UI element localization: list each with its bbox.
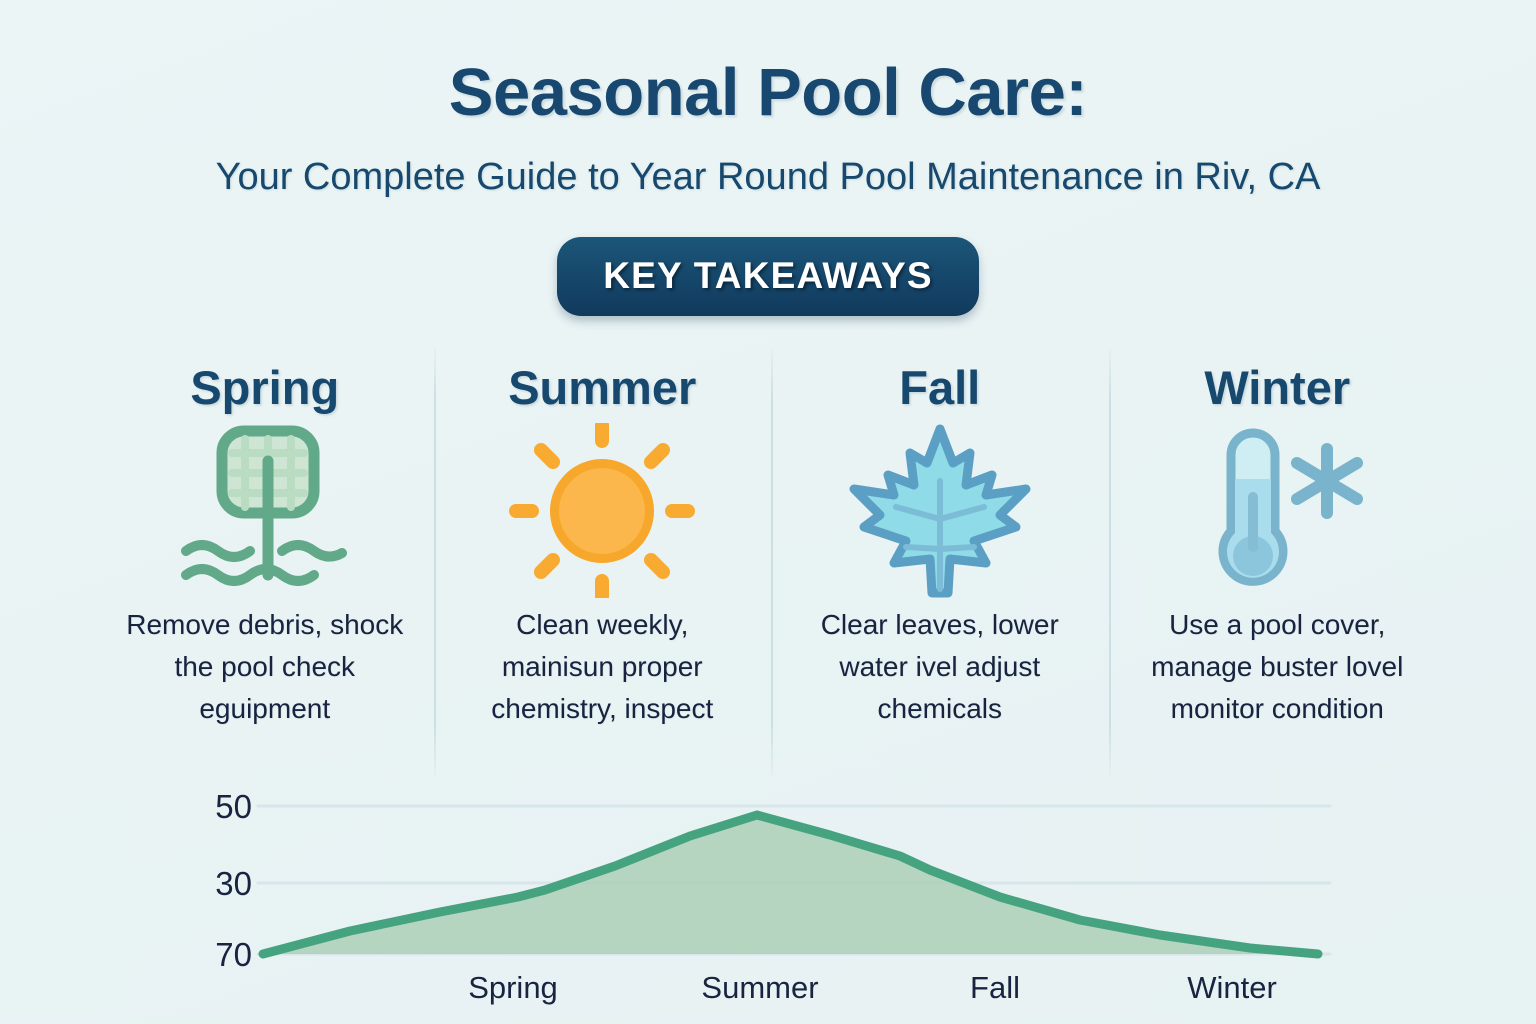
chart-ytick-0: 50 (215, 788, 252, 825)
maple-leaf-icon (840, 423, 1040, 598)
season-description-spring: Remove debris, shock the pool check egui… (126, 609, 404, 724)
season-column-winter: Winter Use a pool cover, manage bus (1108, 348, 1447, 776)
seasonal-activity-chart: 50 30 70 Spring Summer Fall Winter (0, 780, 1536, 1024)
chart-xtick-1: Summer (701, 970, 818, 1005)
page-title: Seasonal Pool Care: (448, 55, 1088, 130)
thermometer-snowflake-icon (1177, 423, 1377, 598)
pool-skimmer-net-icon (170, 423, 360, 598)
season-columns: Spring (96, 348, 1446, 776)
season-title-spring: Spring (190, 361, 340, 414)
chart-ytick-2: 70 (215, 936, 252, 973)
key-takeaways-badge-container: KEY TAKEAWAYS (0, 237, 1536, 316)
season-column-spring: Spring (96, 348, 434, 776)
season-description-winter: Use a pool cover, manage buster lovel mo… (1151, 609, 1404, 724)
key-takeaways-badge: KEY TAKEAWAYS (557, 237, 979, 316)
season-title-summer: Summer (508, 361, 697, 414)
page-subtitle: Your Complete Guide to Year Round Pool M… (215, 156, 1321, 198)
season-title-winter: Winter (1204, 361, 1351, 414)
season-column-summer: Summer Clean w (433, 348, 772, 776)
chart-area-fill (263, 815, 1318, 954)
season-description-summer: Clean weekly, mainisun proper chemistry,… (491, 609, 714, 724)
chart-xtick-2: Fall (970, 970, 1020, 1005)
chart-xtick-0: Spring (468, 970, 558, 1005)
season-column-fall: Fall Clear leaves, lower water ivel adju… (771, 348, 1109, 776)
chart-area-line (258, 810, 1323, 959)
chart-ytick-1: 30 (215, 865, 252, 902)
season-description-fall: Clear leaves, lower water ivel adjust ch… (820, 609, 1059, 724)
sun-icon (507, 423, 697, 598)
season-title-fall: Fall (899, 361, 981, 414)
chart-xtick-3: Winter (1187, 970, 1277, 1005)
